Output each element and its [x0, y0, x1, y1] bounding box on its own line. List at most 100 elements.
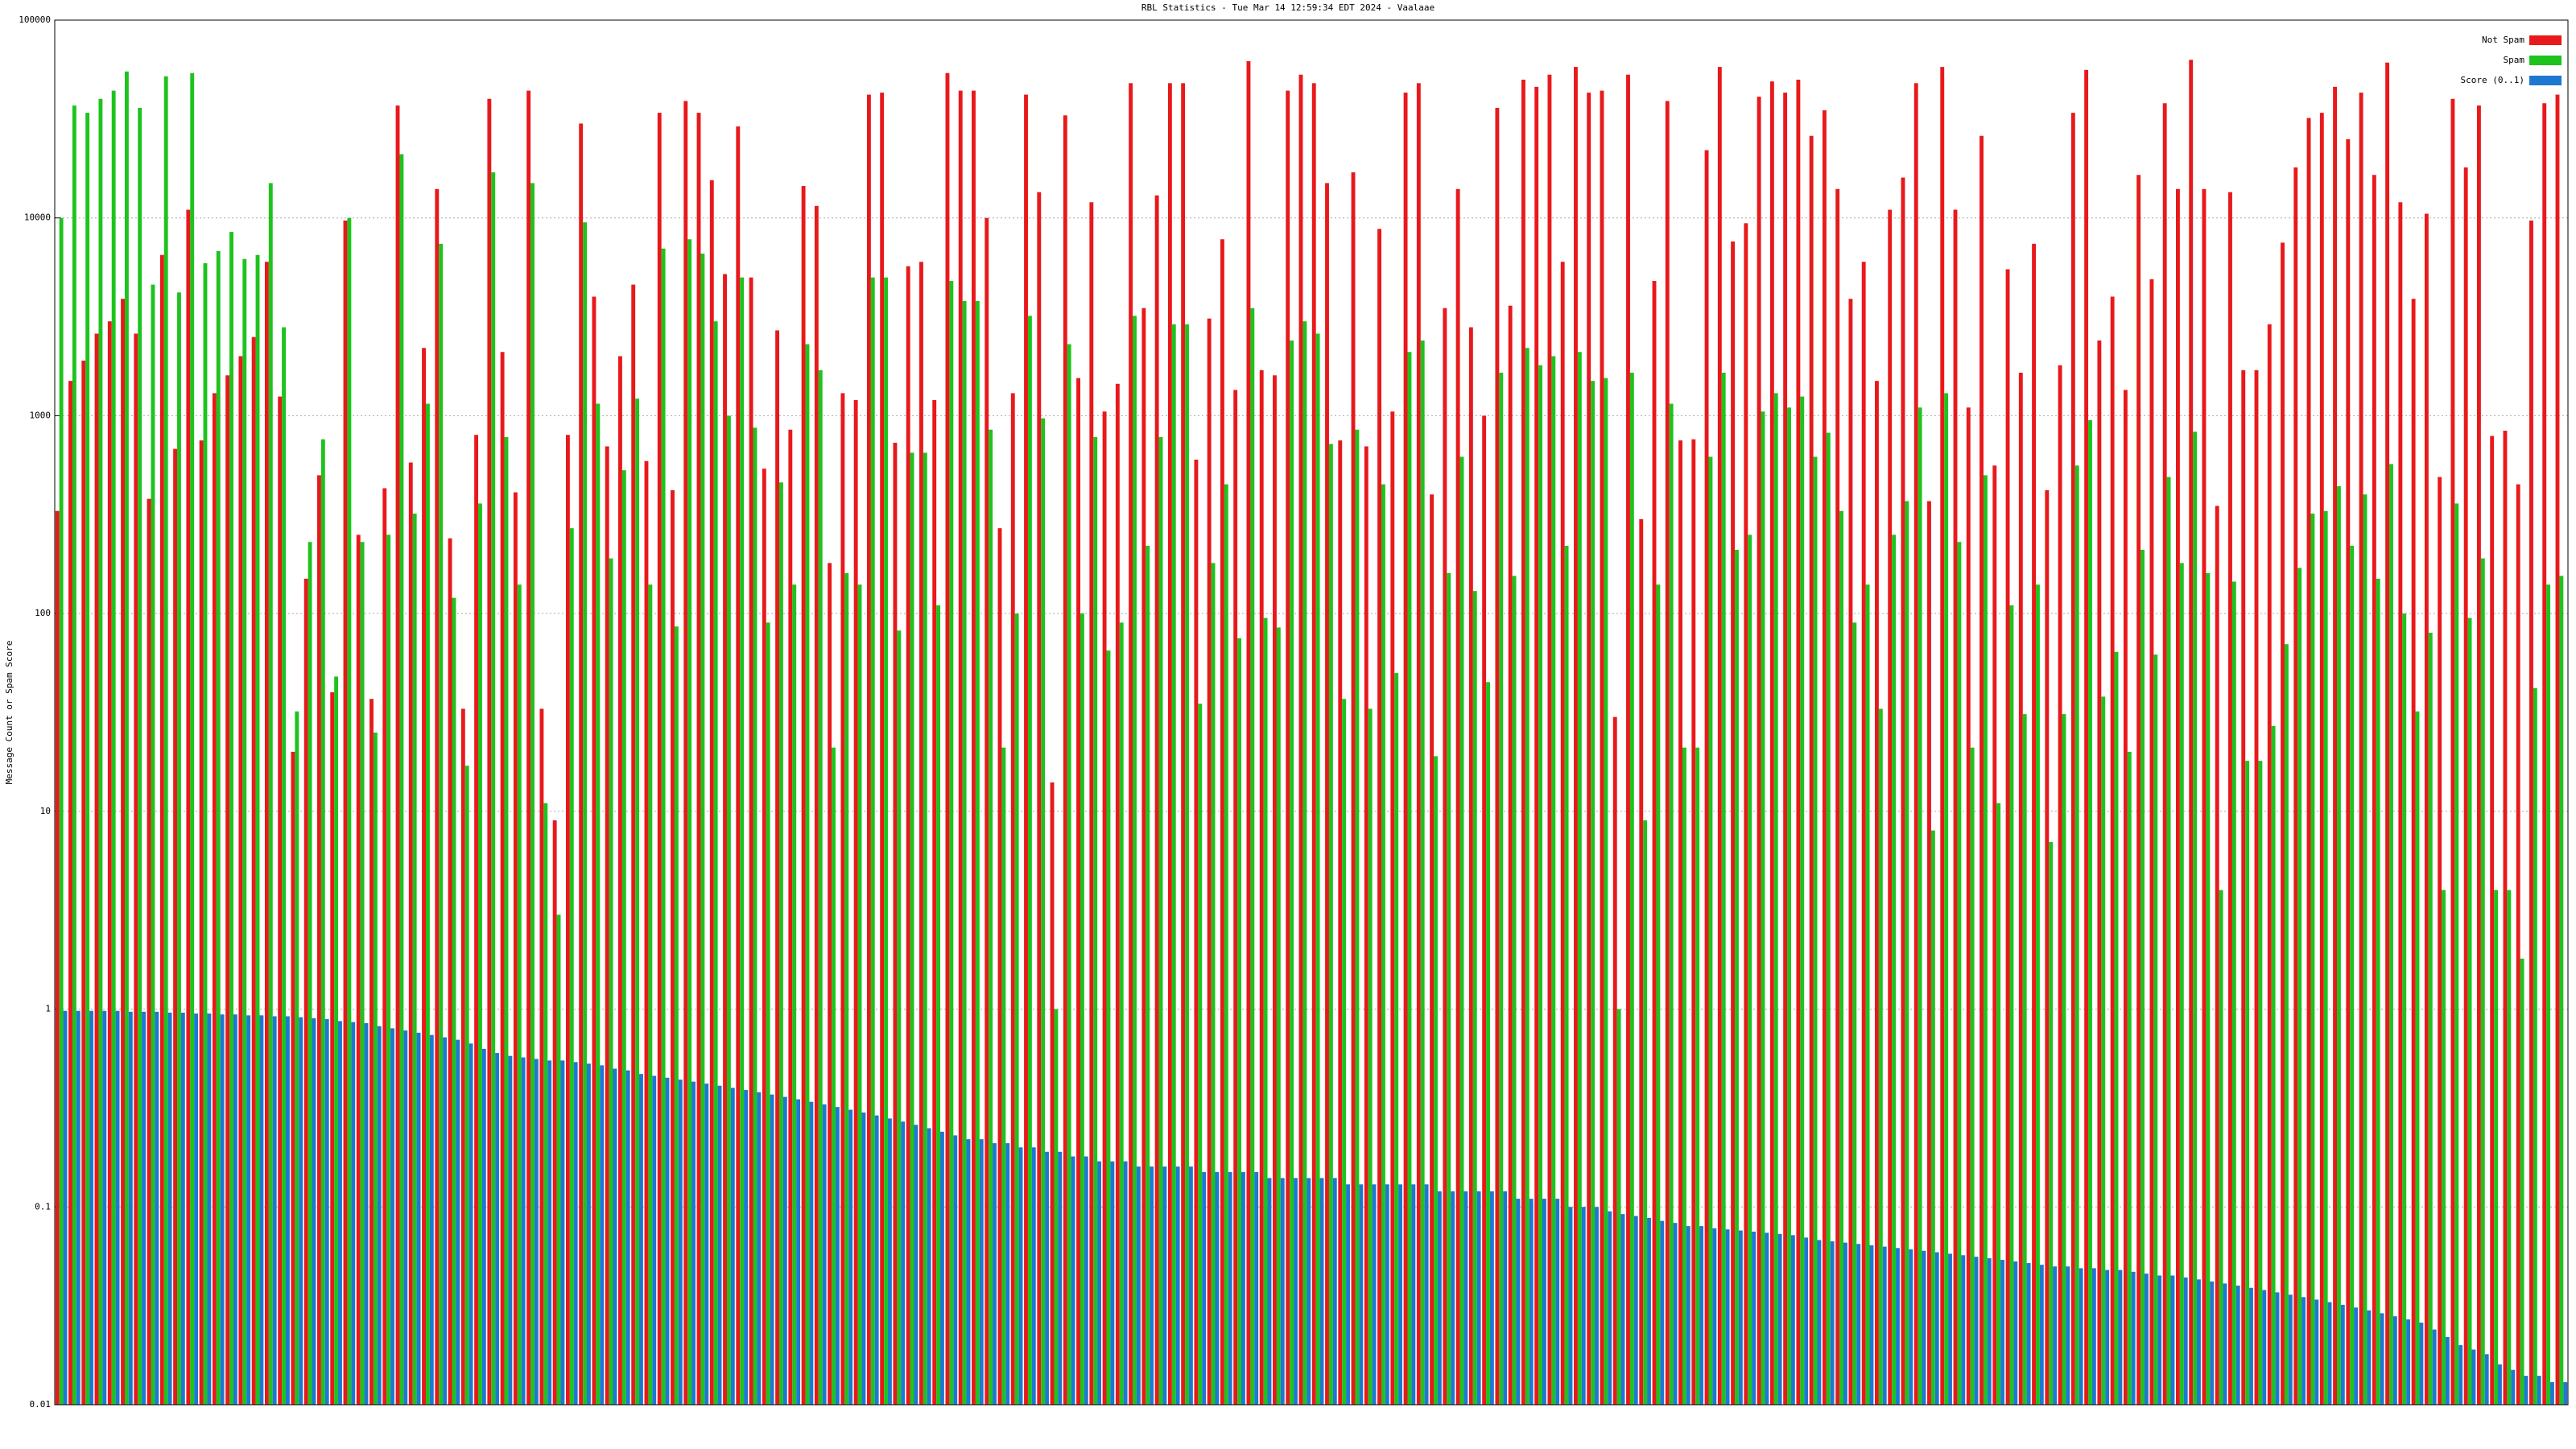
bar: [1233, 390, 1238, 1406]
bar: [1948, 1253, 1952, 1405]
bar: [439, 243, 444, 1405]
bar: [369, 699, 374, 1405]
bar: [1198, 704, 1203, 1405]
bar: [1420, 341, 1425, 1405]
bar: [312, 1018, 316, 1405]
legend-swatch: [2529, 76, 2562, 85]
bar: [1325, 183, 1329, 1405]
bar: [173, 448, 178, 1405]
bar: [278, 396, 283, 1405]
bar: [2323, 510, 2328, 1405]
bar: [972, 90, 976, 1406]
bar: [1721, 372, 1726, 1406]
bar: [753, 427, 758, 1405]
bar: [1699, 1226, 1703, 1405]
bar: [2319, 113, 2324, 1406]
bar: [1996, 803, 2001, 1405]
bar: [469, 1043, 473, 1405]
bar: [1351, 172, 1356, 1405]
bar: [216, 250, 221, 1405]
bar: [1154, 195, 1159, 1405]
bar: [1817, 1240, 1822, 1405]
bar: [1403, 93, 1408, 1406]
bar: [556, 914, 561, 1405]
bar: [2406, 1319, 2411, 1405]
bar: [805, 344, 810, 1405]
bar: [1542, 1199, 1546, 1405]
bar: [1241, 1172, 1245, 1405]
bar: [1761, 411, 1765, 1405]
bar: [452, 597, 456, 1405]
bar: [2563, 1382, 2568, 1405]
bar: [1338, 440, 1343, 1405]
bar: [59, 217, 64, 1405]
bar: [1892, 535, 1897, 1406]
bar: [72, 105, 76, 1405]
bar: [317, 475, 321, 1405]
bar: [2458, 1345, 2463, 1405]
bar: [1228, 1172, 1232, 1405]
bar: [1538, 365, 1542, 1405]
bar: [238, 356, 243, 1406]
bar: [901, 1121, 906, 1405]
bar: [1207, 318, 1212, 1405]
bar: [1940, 67, 1945, 1405]
bar: [190, 72, 195, 1406]
bar: [2359, 93, 2363, 1406]
bar: [671, 490, 675, 1405]
bar: [726, 415, 731, 1405]
bar: [1620, 1214, 1625, 1405]
bar: [203, 263, 208, 1405]
bar: [1930, 830, 1935, 1405]
bar: [443, 1037, 447, 1405]
bar: [2503, 431, 2508, 1406]
bar: [958, 90, 963, 1406]
bar: [1411, 1184, 1416, 1405]
bar: [1307, 1178, 1311, 1405]
bar: [1468, 327, 1473, 1406]
bar: [320, 439, 325, 1405]
bar: [377, 1026, 382, 1405]
bar: [2372, 175, 2376, 1405]
bar: [814, 205, 819, 1406]
bar: [962, 300, 967, 1405]
bar: [1773, 393, 1778, 1406]
bar: [2463, 167, 2468, 1405]
bar: [2480, 558, 2485, 1405]
bar: [609, 558, 613, 1405]
bar: [2183, 1277, 2188, 1405]
bar: [2354, 1307, 2359, 1405]
bar: [1777, 1233, 1782, 1405]
bar: [1927, 501, 1931, 1405]
bar: [2144, 1274, 2149, 1405]
bar: [2189, 60, 2194, 1405]
bar: [1489, 1191, 1494, 1405]
bar: [539, 708, 544, 1405]
bar: [2507, 890, 2512, 1405]
bar: [207, 1013, 212, 1405]
bar: [1830, 1241, 1835, 1405]
bar: [2193, 431, 2198, 1405]
bar: [1934, 1252, 1939, 1405]
bar: [1769, 81, 1774, 1405]
bar: [2032, 243, 2037, 1405]
bar: [128, 1011, 133, 1405]
bar: [1181, 83, 1186, 1405]
bar: [923, 452, 927, 1405]
bar: [1633, 1216, 1638, 1405]
bar: [356, 535, 361, 1406]
bar: [416, 1032, 421, 1405]
bar: [648, 584, 653, 1405]
bar: [1652, 281, 1657, 1406]
bar: [1587, 93, 1591, 1406]
bar: [513, 492, 518, 1405]
bar: [2136, 175, 2141, 1405]
bar: [770, 1094, 774, 1405]
bar: [828, 563, 832, 1406]
bar: [1311, 83, 1316, 1405]
bar: [2202, 188, 2207, 1405]
bar: [997, 528, 1002, 1405]
bar: [2026, 1263, 2031, 1405]
bar: [678, 1080, 683, 1405]
bar: [521, 1057, 526, 1405]
